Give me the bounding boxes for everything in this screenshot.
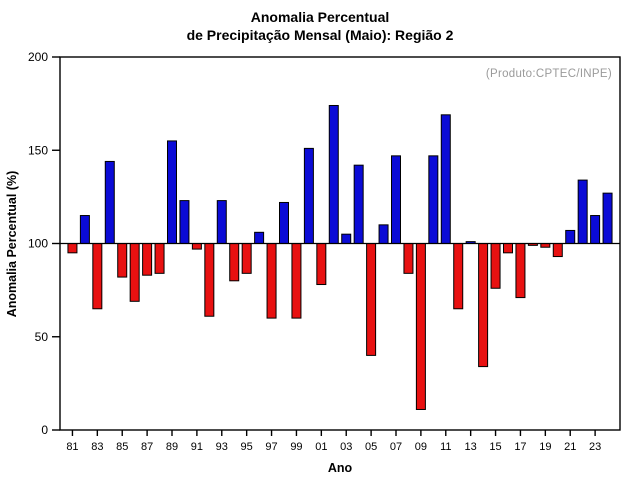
y-tick-label: 100 xyxy=(28,237,48,251)
bar-2005 xyxy=(366,243,377,356)
bar-1985 xyxy=(117,243,128,278)
x-tick-label: 97 xyxy=(265,441,277,453)
x-tick-label: 09 xyxy=(415,441,427,453)
x-tick-label: 89 xyxy=(166,441,178,453)
bar-1998 xyxy=(279,201,289,244)
x-tick-label: 93 xyxy=(216,441,228,453)
bar-1986 xyxy=(129,243,140,302)
chart-title-line2: de Precipitação Mensal (Maio): Região 2 xyxy=(186,27,454,43)
x-tick-label: 13 xyxy=(465,441,477,453)
bar-1999 xyxy=(291,243,302,319)
bar-2012 xyxy=(453,243,464,310)
x-tick-label: 91 xyxy=(191,441,203,453)
bar-1990 xyxy=(179,200,190,244)
bar-1994 xyxy=(229,243,240,282)
y-tick-label: 200 xyxy=(28,50,48,64)
bar-1996 xyxy=(254,231,265,244)
chart-title: Anomalia Percentual de Precipitação Mens… xyxy=(0,8,640,44)
bar-2014 xyxy=(478,243,489,368)
x-tick-label: 19 xyxy=(539,441,551,453)
bar-1987 xyxy=(142,243,153,276)
bar-1991 xyxy=(191,243,202,250)
bar-2015 xyxy=(490,243,501,289)
bar-2016 xyxy=(503,243,513,254)
x-tick-label: 05 xyxy=(365,441,377,453)
bar-1983 xyxy=(92,243,103,310)
x-tick-label: 83 xyxy=(91,441,103,453)
bar-1984 xyxy=(104,160,115,244)
x-tick-label: 07 xyxy=(390,441,402,453)
y-tick-label: 0 xyxy=(41,423,48,437)
bar-2006 xyxy=(378,224,389,245)
x-tick-label: 03 xyxy=(340,441,352,453)
bar-1992 xyxy=(204,243,215,317)
bar-2017 xyxy=(515,243,526,299)
bar-2009 xyxy=(415,243,426,410)
bar-2023 xyxy=(590,215,601,244)
bar-2022 xyxy=(577,179,588,244)
bar-2002 xyxy=(328,104,339,244)
x-tick-label: 99 xyxy=(290,441,302,453)
x-tick-label: 95 xyxy=(241,441,253,453)
x-tick-label: 17 xyxy=(514,441,526,453)
bar-1981 xyxy=(67,243,78,254)
x-tick-label: 01 xyxy=(315,441,327,453)
x-tick-label: 15 xyxy=(489,441,501,453)
bar-2024 xyxy=(602,192,613,245)
bar-2001 xyxy=(316,243,327,286)
x-tick-label: 85 xyxy=(116,441,128,453)
x-tick-label: 81 xyxy=(66,441,78,453)
bar-2008 xyxy=(403,243,414,274)
product-annotation: (Produto:CPTEC/INPE) xyxy=(485,68,612,80)
bar-2000 xyxy=(303,147,314,244)
bar-1993 xyxy=(216,200,227,244)
y-axis-title: Anomalia Percentual (%) xyxy=(5,170,19,318)
bar-2011 xyxy=(440,114,451,244)
bar-1995 xyxy=(241,243,252,274)
bar-1982 xyxy=(79,215,90,244)
bar-2010 xyxy=(428,155,439,244)
chart-title-line1: Anomalia Percentual xyxy=(250,9,390,25)
x-tick-label: 11 xyxy=(440,441,451,453)
y-tick-label: 150 xyxy=(28,143,48,157)
x-tick-label: 23 xyxy=(589,441,601,453)
x-tick-label: 21 xyxy=(564,441,576,453)
bar-1997 xyxy=(266,243,277,319)
bar-1989 xyxy=(167,140,177,244)
x-tick-label: 87 xyxy=(141,441,153,453)
bar-2020 xyxy=(552,243,563,258)
bar-2021 xyxy=(565,229,576,245)
bar-2004 xyxy=(353,164,364,244)
bar-1988 xyxy=(154,243,165,274)
bar-2007 xyxy=(391,155,401,244)
x-axis-title: Ano xyxy=(327,461,353,475)
y-tick-label: 50 xyxy=(35,330,49,344)
bar-2003 xyxy=(341,233,352,245)
